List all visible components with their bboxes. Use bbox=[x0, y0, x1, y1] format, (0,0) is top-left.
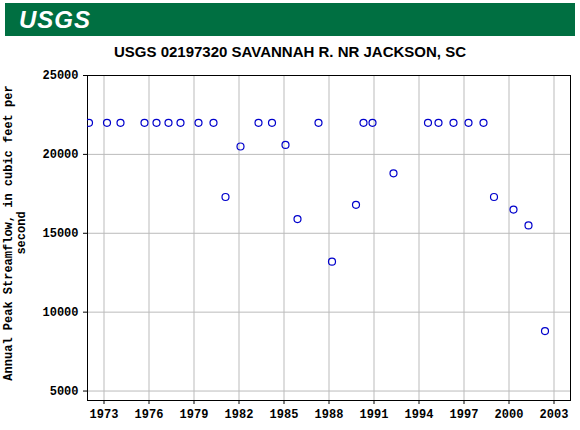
svg-text:1997: 1997 bbox=[450, 408, 479, 422]
svg-text:25000: 25000 bbox=[42, 69, 78, 83]
svg-text:2000: 2000 bbox=[495, 408, 524, 422]
svg-text:1973: 1973 bbox=[90, 408, 119, 422]
svg-text:1988: 1988 bbox=[315, 408, 344, 422]
svg-text:10000: 10000 bbox=[42, 306, 78, 320]
svg-text:1979: 1979 bbox=[180, 408, 209, 422]
html-text:Annual Peak Streamflow, in cub: Annual Peak Streamflow, in cubic feet pe… bbox=[2, 85, 29, 381]
svg-text:1985: 1985 bbox=[270, 408, 299, 422]
html-text:USGS 02197320 SAVANNAH R. NR J: USGS 02197320 SAVANNAH R. NR JACKSON, SC bbox=[114, 43, 466, 60]
svg-text:1994: 1994 bbox=[405, 408, 434, 422]
svg-text:1982: 1982 bbox=[225, 408, 254, 422]
svg-text:1991: 1991 bbox=[360, 408, 389, 422]
svg-text:2003: 2003 bbox=[540, 408, 569, 422]
svg-text:1976: 1976 bbox=[135, 408, 164, 422]
svg-text:15000: 15000 bbox=[42, 227, 78, 241]
svg-text:5000: 5000 bbox=[50, 385, 79, 399]
svg-text:20000: 20000 bbox=[42, 148, 78, 162]
html-text:USGS: USGS bbox=[19, 6, 91, 33]
